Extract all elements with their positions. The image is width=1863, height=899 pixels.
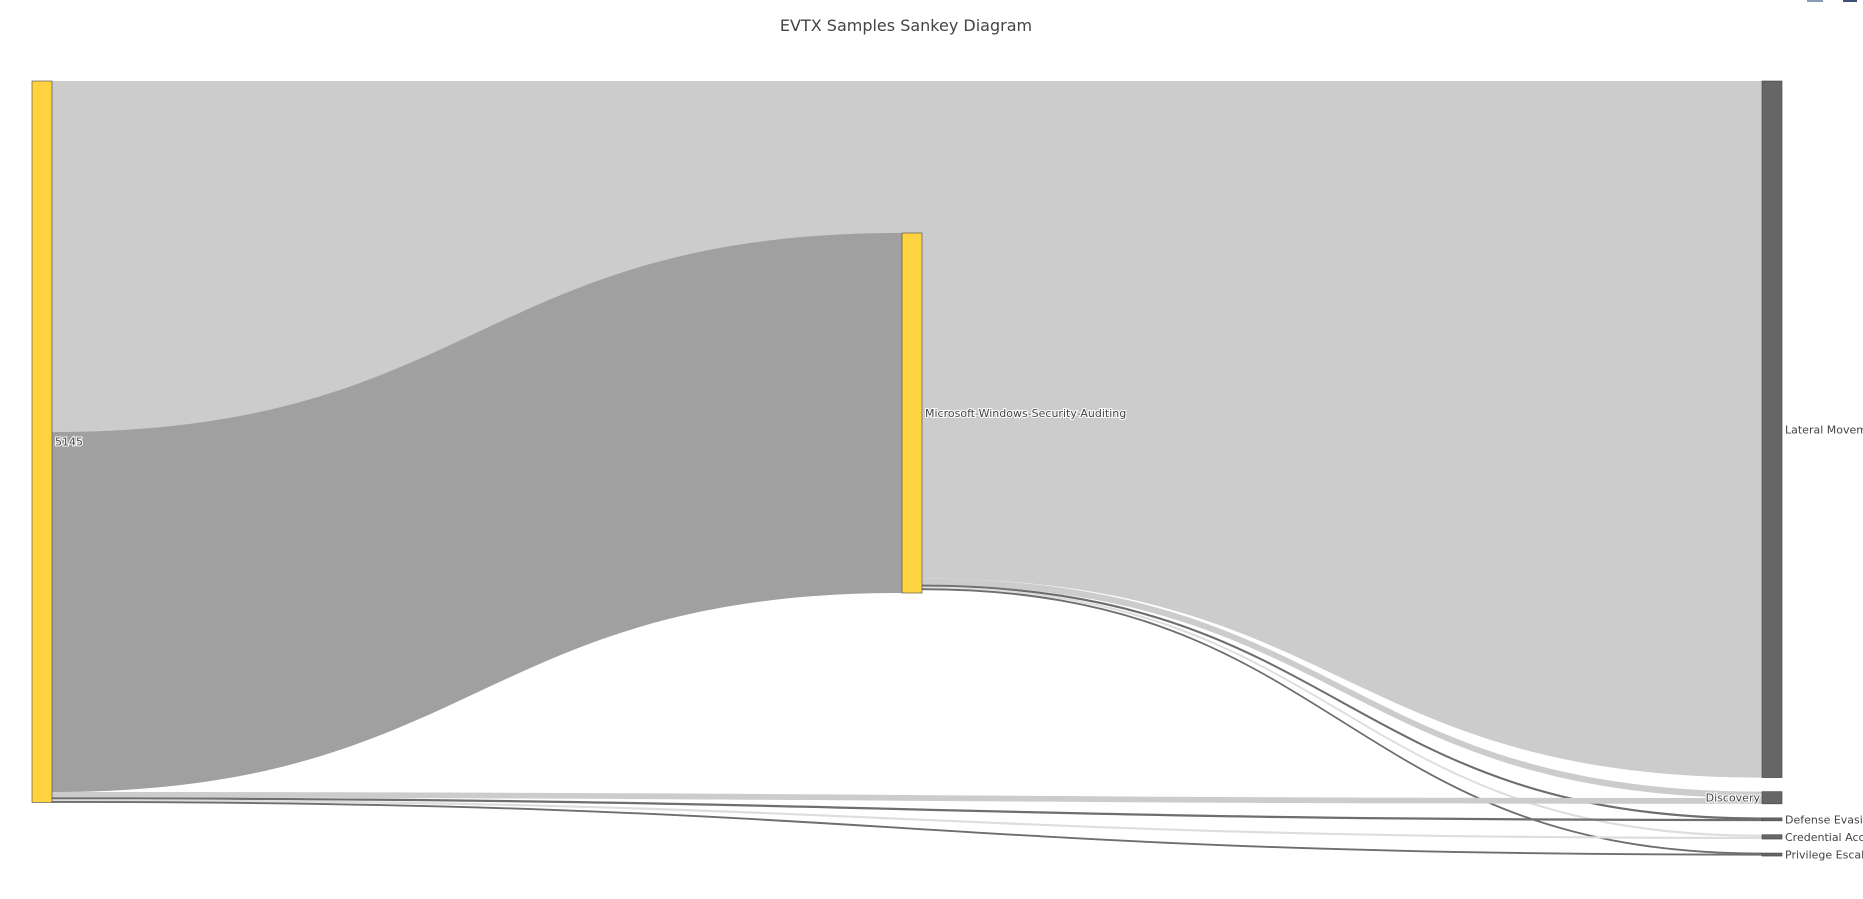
labels-layer: 5145 Microsoft-Windows-Security-Auditing L… — [54, 406, 1863, 863]
sankey-node-priv[interactable] — [1761, 852, 1783, 857]
modebar-icon[interactable] — [1807, 0, 1823, 2]
modebar-logo-icon[interactable] — [1843, 0, 1857, 2]
chart-title: EVTX Samples Sankey Diagram — [780, 16, 1032, 35]
sankey-node-label-cred: Credential Acce — [1785, 831, 1863, 844]
sankey-node-def[interactable] — [1761, 817, 1783, 822]
sankey-node-mwsa[interactable] — [901, 232, 923, 594]
sankey-node-label-def: Defense Evasio — [1785, 813, 1863, 826]
sankey-node-cred[interactable] — [1761, 834, 1783, 840]
sankey-node-label-priv: Privilege Escala — [1785, 849, 1863, 862]
sankey-link-5145-disc[interactable] — [52, 792, 1762, 804]
sankey-node-label-disc: Discovery — [1706, 792, 1761, 805]
sankey-node-5145[interactable] — [31, 80, 53, 803]
sankey-link-5145-cred[interactable] — [52, 799, 1762, 840]
sankey-link-mwsa-disc[interactable] — [922, 578, 1762, 799]
modebar[interactable] — [1757, 0, 1857, 6]
sankey-node-label-lm: Lateral Moveme — [1785, 423, 1863, 436]
sankey-link-mwsa-cred[interactable] — [922, 586, 1762, 837]
sankey-node-disc[interactable] — [1761, 791, 1783, 805]
sankey-node-label-5145: 5145 — [55, 436, 83, 449]
nodes-layer — [31, 80, 1783, 857]
sankey-link-5145-mwsa[interactable] — [52, 233, 902, 792]
sankey-node-label-mwsa: Microsoft-Windows-Security-Auditing — [925, 407, 1126, 420]
sankey-link-mwsa-lm[interactable] — [922, 233, 1762, 778]
sankey-node-lm[interactable] — [1761, 80, 1783, 778]
